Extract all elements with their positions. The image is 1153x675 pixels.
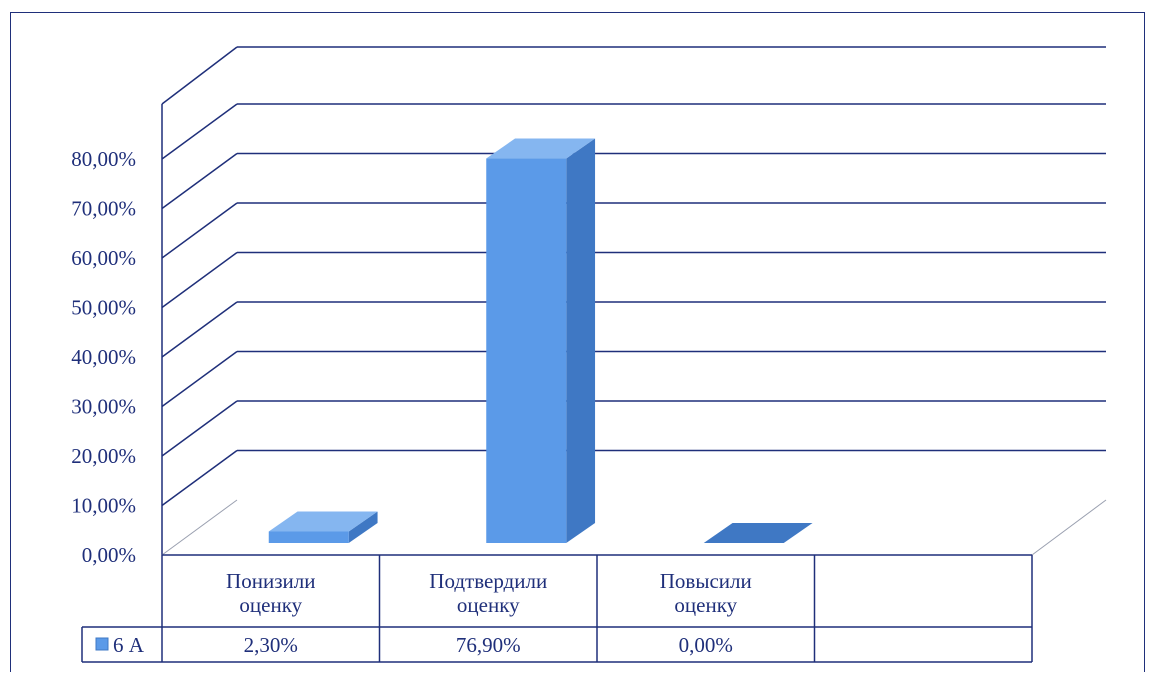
gridline-depth [161,152,238,210]
bar-top [486,138,596,159]
value-label: 0,00% [679,633,733,657]
category-label: Повысили [660,569,752,593]
category-label: Подтвердили [429,569,547,593]
bar-top [703,523,813,543]
chart-frame [10,12,1145,672]
y-tick-label: 40,00% [71,345,136,369]
bars [268,138,813,543]
y-tick-label: 30,00% [71,395,136,419]
gridlines: 0,00% 10,00% 20,00% 30,00% 40,00% 50,00% 60,00… [71,46,1107,567]
data-table: ПонизилиоценкуПодтвердилиоценкуПовысилио… [81,554,1033,663]
bar-side [566,138,596,543]
gridline-depth [161,301,238,358]
gridline-depth [161,251,238,309]
bar-front [268,531,349,543]
gridline-depth [161,400,238,457]
category-label: Понизили [226,569,315,593]
bar-top [268,511,378,532]
gridline-depth [161,350,238,408]
gridline-depth [161,103,238,160]
bar-side [348,511,378,543]
bar-front [486,158,567,543]
value-label: 76,90% [456,633,521,657]
floor-right-edge [1031,499,1107,556]
y-tick-label: 50,00% [71,296,136,320]
value-label: 2,30% [244,633,298,657]
y-tick-label: 60,00% [71,246,136,270]
gridline-top-depth [161,46,238,105]
y-tick-label: 20,00% [71,444,136,468]
category-label: оценку [674,593,737,617]
category-label: оценку [457,593,520,617]
y-tick-label: 0,00% [82,543,136,567]
legend-swatch [95,637,109,651]
gridline-depth [161,449,238,507]
bar [486,138,596,543]
y-tick-label: 80,00% [71,147,136,171]
y-tick-label: 10,00% [71,494,136,518]
category-label: оценку [239,593,302,617]
y-tick-label: 70,00% [71,197,136,221]
gridline-depth [161,202,238,259]
bar [268,511,378,543]
legend-label: 6 А [113,633,145,657]
floor-left-edge [161,499,238,556]
bar [703,523,813,543]
